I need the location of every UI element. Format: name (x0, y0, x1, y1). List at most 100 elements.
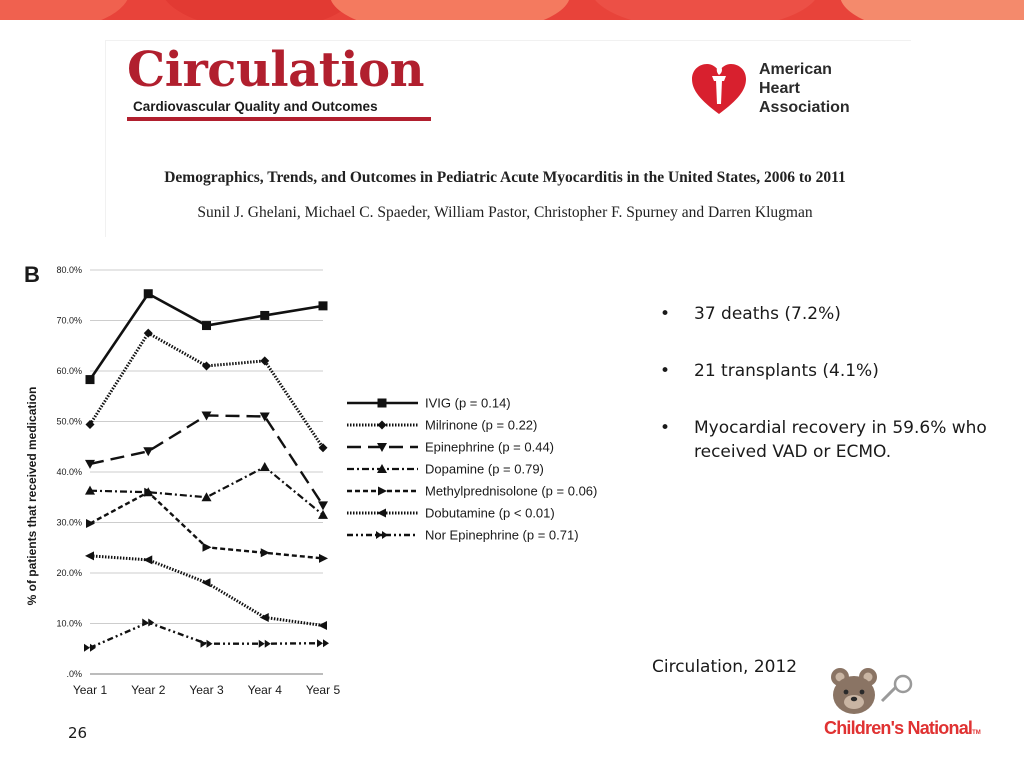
y-tick-label: 80.0% (56, 265, 82, 275)
banner-blob (0, 0, 130, 20)
series-line (89, 621, 324, 649)
logo-wordmark: Children's National (824, 718, 973, 738)
legend-label: Dopamine (p = 0.79) (425, 462, 544, 477)
data-point (317, 639, 329, 648)
y-tick-label: 70.0% (56, 316, 82, 326)
series-line (89, 465, 324, 516)
legend-label: IVIG (p = 0.14) (425, 396, 511, 411)
data-point (85, 459, 95, 469)
legend-entry: Dopamine (p = 0.79) (347, 462, 544, 477)
data-point (259, 412, 270, 422)
data-point (260, 548, 270, 558)
data-point (85, 375, 95, 385)
bear-icon (831, 668, 913, 714)
data-point (85, 485, 95, 495)
series-group (85, 328, 328, 453)
data-point (202, 321, 211, 331)
legend-entry: Nor Epinephrine (p = 0.71) (347, 528, 579, 543)
x-tick-label: Year 5 (306, 683, 341, 697)
series-line (89, 554, 324, 628)
y-tick-label: 60.0% (56, 366, 82, 376)
data-point (259, 461, 270, 471)
data-point (143, 289, 153, 299)
series-group (84, 618, 329, 652)
list-item: • 21 transplants (4.1%) (660, 359, 990, 383)
bullet-text: 21 transplants (4.1%) (694, 361, 879, 381)
legend-label: Dobutamine (p < 0.01) (425, 506, 555, 521)
data-point (143, 328, 153, 338)
heart-torch-icon (692, 64, 746, 114)
series-group (85, 551, 327, 631)
list-item: • 37 deaths (7.2%) (660, 302, 990, 326)
bullet-text: Myocardial recovery in 59.6% who receive… (694, 418, 987, 462)
legend-label: Epinephrine (p = 0.44) (425, 440, 554, 455)
data-point (260, 310, 270, 320)
data-point (258, 639, 271, 648)
banner-blob (160, 0, 360, 20)
bullet-text: 37 deaths (7.2%) (694, 304, 841, 324)
legend-label: Milrinone (p = 0.22) (425, 418, 537, 433)
data-point (377, 398, 387, 408)
key-findings-list: • 37 deaths (7.2%) • 21 transplants (4.1%)… (660, 302, 990, 497)
journal-title: Circulation (127, 42, 425, 98)
data-point (318, 443, 328, 453)
data-point (318, 509, 328, 519)
legend-entry: Methylprednisolone (p = 0.06) (347, 484, 597, 499)
top-banner (0, 0, 1024, 20)
y-tick-label: 10.0% (56, 619, 82, 629)
banner-blob (840, 0, 1024, 20)
data-point (86, 519, 95, 529)
data-point (85, 551, 94, 561)
data-point (318, 621, 327, 631)
y-axis-label: % of patients that received medication (25, 387, 39, 606)
data-point (377, 420, 387, 430)
legend-label: Nor Epinephrine (p = 0.71) (425, 528, 579, 543)
legend-entry: Milrinone (p = 0.22) (347, 418, 537, 433)
y-tick-label: 30.0% (56, 518, 82, 528)
medication-line-chart: B .0% 10.0% 20.0% 30.0% 40.0% 50.0% 60.0% 70.0%… (24, 262, 597, 697)
chart-grid (90, 269, 323, 675)
banner-blob (590, 0, 820, 20)
x-axis-ticks: Year 1 Year 2 Year 3 Year 4 Year 5 (73, 683, 341, 697)
data-point (378, 486, 387, 496)
bullet-icon: • (660, 418, 671, 438)
journal-subtitle: Cardiovascular Quality and Outcomes (133, 99, 378, 114)
data-point (377, 443, 387, 452)
y-axis-ticks: .0% 10.0% 20.0% 30.0% 40.0% 50.0% 60.0% 70.0% 80… (56, 265, 82, 679)
data-point (201, 492, 212, 502)
childrens-national-logo: Children's NationalTM (824, 718, 981, 739)
panel-label: B (24, 262, 40, 287)
journal-rule (127, 117, 431, 121)
data-point (259, 612, 269, 622)
legend-entry: Epinephrine (p = 0.44) (347, 440, 554, 455)
x-tick-label: Year 3 (189, 683, 224, 697)
data-point (202, 361, 211, 371)
data-point (319, 553, 328, 563)
bullet-icon: • (660, 304, 671, 324)
data-point (377, 464, 387, 473)
legend-entry: IVIG (p = 0.14) (347, 396, 511, 411)
article-authors: Sunil J. Ghelani, Michael C. Spaeder, Wi… (197, 204, 813, 221)
data-point (377, 508, 386, 518)
data-point (84, 643, 96, 652)
data-point (143, 555, 153, 565)
trademark-mark: TM (972, 730, 981, 736)
data-point (201, 411, 212, 421)
y-tick-label: 50.0% (56, 417, 82, 427)
data-point (260, 356, 270, 366)
series-group (86, 487, 328, 563)
data-point (201, 578, 211, 588)
data-point (142, 618, 155, 627)
x-tick-label: Year 4 (248, 683, 283, 697)
legend-label: Methylprednisolone (p = 0.06) (425, 484, 597, 499)
series-line (88, 331, 325, 449)
data-point (202, 542, 212, 552)
y-tick-label: 40.0% (56, 467, 82, 477)
series-group (85, 461, 328, 519)
page-number: 26 (68, 724, 88, 742)
y-tick-label: .0% (66, 669, 82, 679)
chart-legend: IVIG (p = 0.14) Milrinone (p = 0.22) Epine… (347, 396, 597, 543)
series-group (85, 289, 328, 385)
y-tick-label: 20.0% (56, 568, 82, 578)
data-point (85, 420, 95, 430)
